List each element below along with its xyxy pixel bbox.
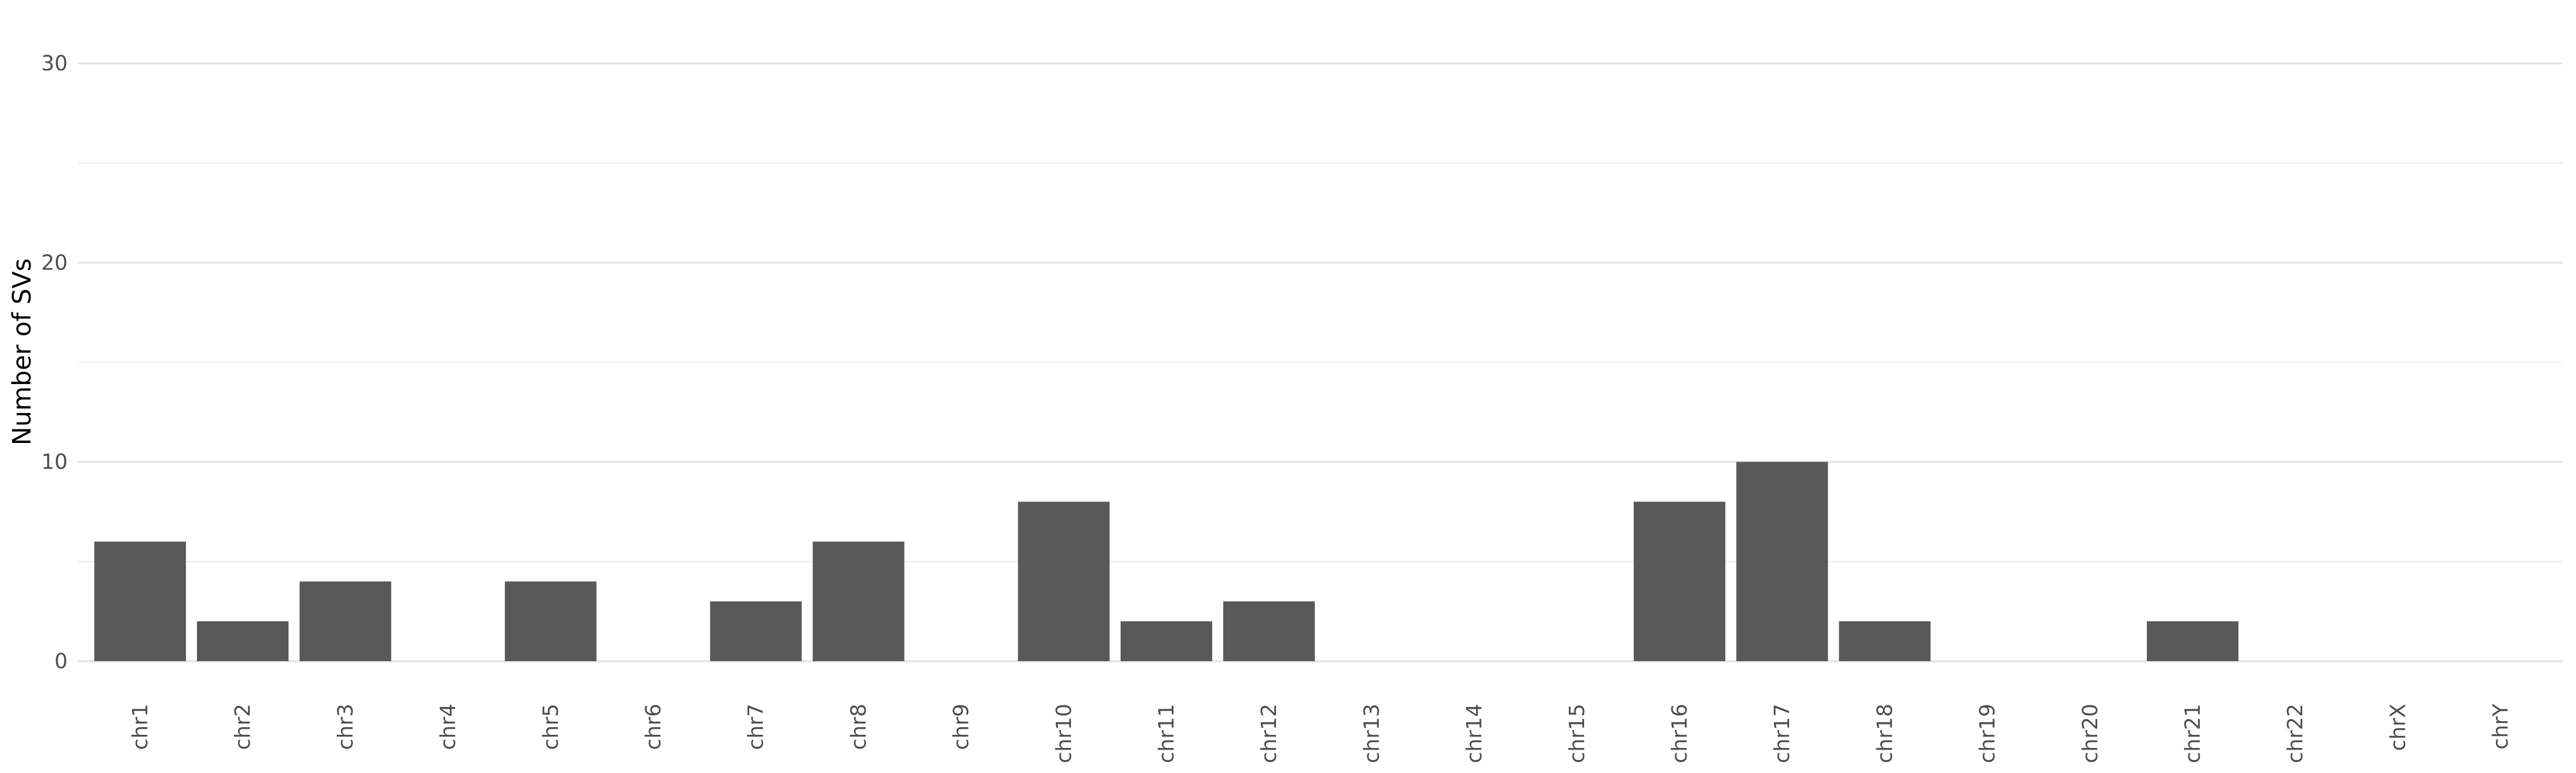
y-tick-label: 30	[41, 51, 68, 75]
x-tick-label: chr18	[1873, 704, 1897, 763]
x-tick-label: chr16	[1668, 704, 1692, 763]
x-tick-label: chrX	[2386, 704, 2410, 751]
x-tick-label: chr19	[1976, 704, 2000, 763]
x-tick-label: chr10	[1052, 704, 1076, 763]
x-tick-label: chr5	[539, 704, 563, 750]
bar-chr18	[1839, 621, 1931, 661]
bar-chr3	[299, 581, 392, 661]
x-tick-label: chr1	[128, 704, 152, 750]
x-tick-label: chr21	[2181, 704, 2205, 763]
bars	[94, 462, 2238, 661]
bar-chr1	[94, 541, 186, 661]
bar-chr7	[710, 601, 802, 661]
x-tick-label: chr6	[641, 704, 665, 750]
x-tick-label: chr15	[1565, 704, 1589, 763]
y-tick-label: 0	[55, 649, 68, 673]
bar-chr8	[812, 541, 905, 661]
x-tick-label: chr14	[1462, 704, 1486, 763]
y-tick-label: 20	[41, 250, 68, 274]
x-tick-label: chr2	[231, 704, 255, 750]
bar-chr16	[1634, 501, 1725, 661]
bar-chr11	[1121, 621, 1212, 661]
gridlines	[77, 62, 2563, 662]
y-axis-label: Number of SVs	[7, 258, 37, 445]
x-tick-label: chr3	[333, 704, 357, 750]
x-tick-label: chr20	[2078, 704, 2102, 763]
x-tick-label: chr13	[1359, 704, 1383, 763]
x-tick-label: chr7	[744, 704, 768, 750]
bar-chr5	[504, 581, 597, 661]
x-tick-label: chr4	[436, 704, 460, 750]
x-tick-label: chr22	[2283, 704, 2307, 763]
x-tick-label: chr11	[1154, 704, 1178, 763]
x-tick-label: chr8	[846, 704, 870, 750]
bar-chr17	[1736, 462, 1828, 661]
y-tick-label: 10	[41, 450, 68, 474]
x-tick-label: chr17	[1770, 704, 1794, 763]
bar-chr12	[1223, 601, 1315, 661]
bar-chr2	[197, 621, 289, 661]
y-axis-ticks: 0 10 20 30	[41, 51, 68, 673]
x-tick-label: chrY	[2489, 703, 2513, 750]
bar-chr10	[1018, 501, 1110, 661]
x-tick-label: chr12	[1257, 704, 1281, 763]
bar-chr21	[2147, 621, 2238, 661]
x-tick-label: chr9	[949, 704, 973, 750]
x-axis-ticks: chr1 chr2 chr3 chr4 chr5 chr6 chr7 chr8 chr9 chr1…	[128, 703, 2513, 763]
